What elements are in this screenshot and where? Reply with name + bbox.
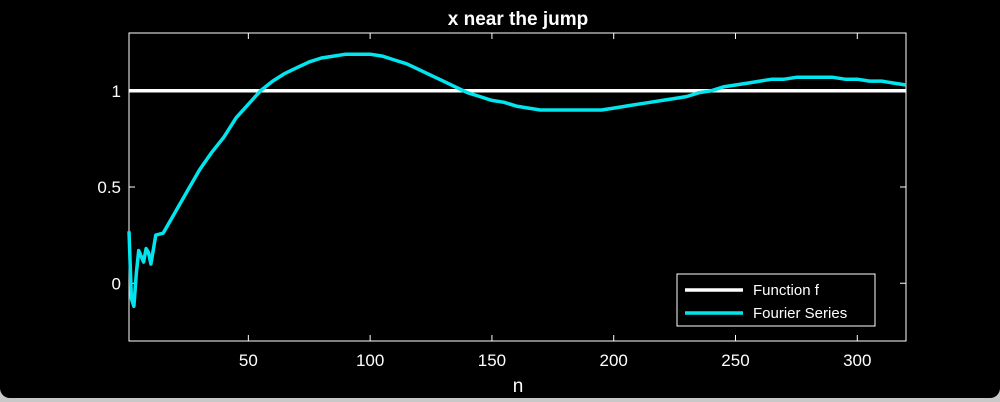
legend-label-function-f: Function f: [753, 282, 820, 299]
y-tick-label: 1: [112, 82, 121, 101]
x-tick-label: 200: [600, 351, 628, 370]
legend: Function f Fourier Series: [676, 273, 876, 327]
y-tick-label: 0: [112, 274, 121, 293]
legend-box: [676, 273, 876, 327]
fourier-series-line: [127, 52, 907, 309]
chart-title: x near the jump: [448, 9, 588, 30]
series-lines: [127, 52, 907, 309]
x-tick-label: 300: [843, 351, 871, 370]
y-axis: 00.51: [97, 82, 906, 293]
x-tick-label: 150: [478, 351, 506, 370]
x-tick-label: 50: [239, 351, 258, 370]
y-tick-label: 0.5: [97, 178, 121, 197]
legend-label-fourier-series: Fourier Series: [753, 305, 847, 322]
x-axis-label: n: [513, 376, 524, 397]
x-tick-label: 100: [356, 351, 384, 370]
x-tick-label: 250: [721, 351, 749, 370]
x-axis: 50 100 150 200 250 300: [239, 33, 871, 370]
